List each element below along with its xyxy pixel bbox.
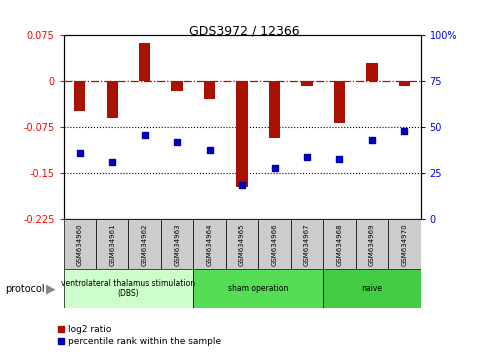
- Bar: [63, 269, 193, 308]
- Text: GSM634970: GSM634970: [401, 223, 407, 266]
- Bar: [139, 43, 150, 81]
- Text: ▶: ▶: [46, 282, 56, 295]
- Bar: [398, 81, 409, 86]
- Text: GDS3972 / 12366: GDS3972 / 12366: [189, 25, 299, 38]
- Bar: [128, 219, 161, 269]
- Point: [173, 139, 181, 145]
- Text: naive: naive: [361, 284, 382, 293]
- Point: [76, 150, 83, 156]
- Text: protocol: protocol: [5, 284, 44, 293]
- Point: [270, 165, 278, 171]
- Text: ventrolateral thalamus stimulation
(DBS): ventrolateral thalamus stimulation (DBS): [61, 279, 195, 298]
- Point: [108, 160, 116, 165]
- Bar: [268, 81, 280, 138]
- Bar: [106, 81, 118, 118]
- Point: [238, 182, 245, 187]
- Point: [141, 132, 148, 138]
- Bar: [333, 81, 345, 123]
- Bar: [236, 81, 247, 187]
- Bar: [225, 219, 258, 269]
- Point: [205, 147, 213, 152]
- Bar: [63, 219, 96, 269]
- Text: GSM634968: GSM634968: [336, 223, 342, 266]
- Bar: [323, 269, 420, 308]
- Text: GSM634966: GSM634966: [271, 223, 277, 266]
- Bar: [366, 63, 377, 81]
- Bar: [203, 81, 215, 99]
- Text: GSM634965: GSM634965: [239, 223, 244, 266]
- Bar: [74, 81, 85, 111]
- Bar: [290, 219, 323, 269]
- Legend: log2 ratio, percentile rank within the sample: log2 ratio, percentile rank within the s…: [53, 321, 224, 349]
- Bar: [355, 219, 387, 269]
- Point: [400, 128, 407, 134]
- Text: sham operation: sham operation: [227, 284, 288, 293]
- Point: [303, 154, 310, 160]
- Bar: [301, 81, 312, 86]
- Point: [367, 137, 375, 143]
- Text: GSM634962: GSM634962: [142, 223, 147, 266]
- Text: GSM634960: GSM634960: [77, 223, 82, 266]
- Text: GSM634969: GSM634969: [368, 223, 374, 266]
- Text: GSM634964: GSM634964: [206, 223, 212, 266]
- Text: GSM634967: GSM634967: [304, 223, 309, 266]
- Bar: [323, 219, 355, 269]
- Bar: [387, 219, 420, 269]
- Bar: [193, 219, 225, 269]
- Text: GSM634963: GSM634963: [174, 223, 180, 266]
- Point: [335, 156, 343, 161]
- Bar: [171, 81, 183, 91]
- Bar: [161, 219, 193, 269]
- Bar: [96, 219, 128, 269]
- Bar: [258, 219, 290, 269]
- Text: GSM634961: GSM634961: [109, 223, 115, 266]
- Bar: [193, 269, 323, 308]
